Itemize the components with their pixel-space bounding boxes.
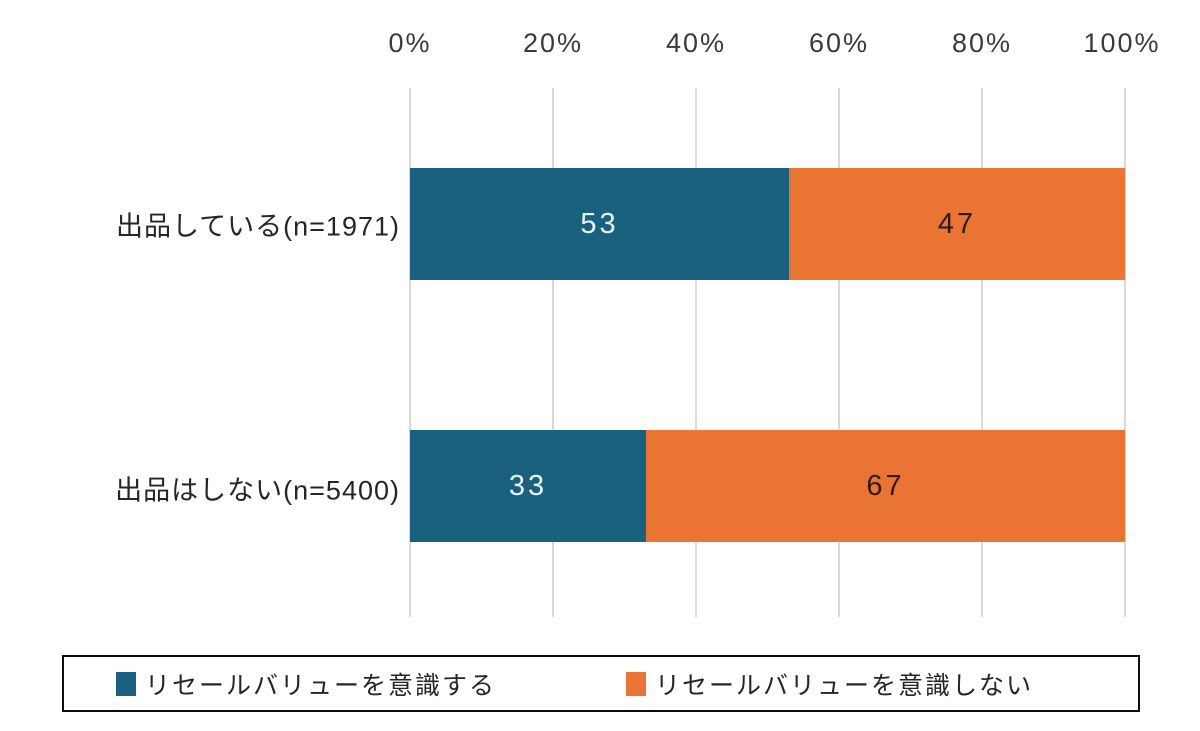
legend-item-not-aware: リセールバリューを意識しない [626, 666, 1033, 702]
bar-segment-not-aware: 47 [788, 168, 1125, 280]
bar-row: 33 67 [410, 430, 1125, 542]
legend-swatch-orange [626, 671, 646, 696]
data-label: 53 [580, 207, 619, 240]
gridline [695, 88, 697, 617]
legend: リセールバリューを意識する リセールバリューを意識しない [62, 655, 1140, 712]
x-axis-tick: 20% [522, 28, 584, 58]
legend-swatch-blue [116, 671, 136, 696]
legend-item-aware: リセールバリューを意識する [116, 666, 496, 702]
bar-segment-aware: 33 [410, 430, 646, 542]
category-label: 出品はしない(n=5400) [115, 475, 400, 506]
bar-segment-not-aware: 67 [645, 430, 1125, 542]
data-label: 33 [508, 469, 548, 502]
x-axis-tick: 0% [388, 28, 432, 58]
x-axis-tick: 60% [808, 28, 870, 58]
gridline [552, 88, 554, 617]
data-label: 47 [937, 207, 977, 240]
x-axis-tick: 100% [1083, 28, 1161, 58]
bar-row: 53 47 [410, 168, 1125, 280]
gridline [1124, 88, 1126, 617]
legend-label: リセールバリューを意識しない [655, 671, 1034, 700]
x-axis-tick: 80% [951, 28, 1013, 58]
bar-segment-aware: 53 [410, 168, 789, 280]
legend-label: リセールバリューを意識する [145, 671, 497, 700]
gridline [409, 88, 411, 617]
gridline [981, 88, 983, 617]
gridline [838, 88, 840, 617]
x-axis-tick: 40% [665, 28, 727, 58]
data-label: 67 [866, 469, 905, 502]
category-label: 出品している(n=1971) [115, 211, 400, 242]
plot-area: 53 47 33 67 [409, 88, 1126, 617]
